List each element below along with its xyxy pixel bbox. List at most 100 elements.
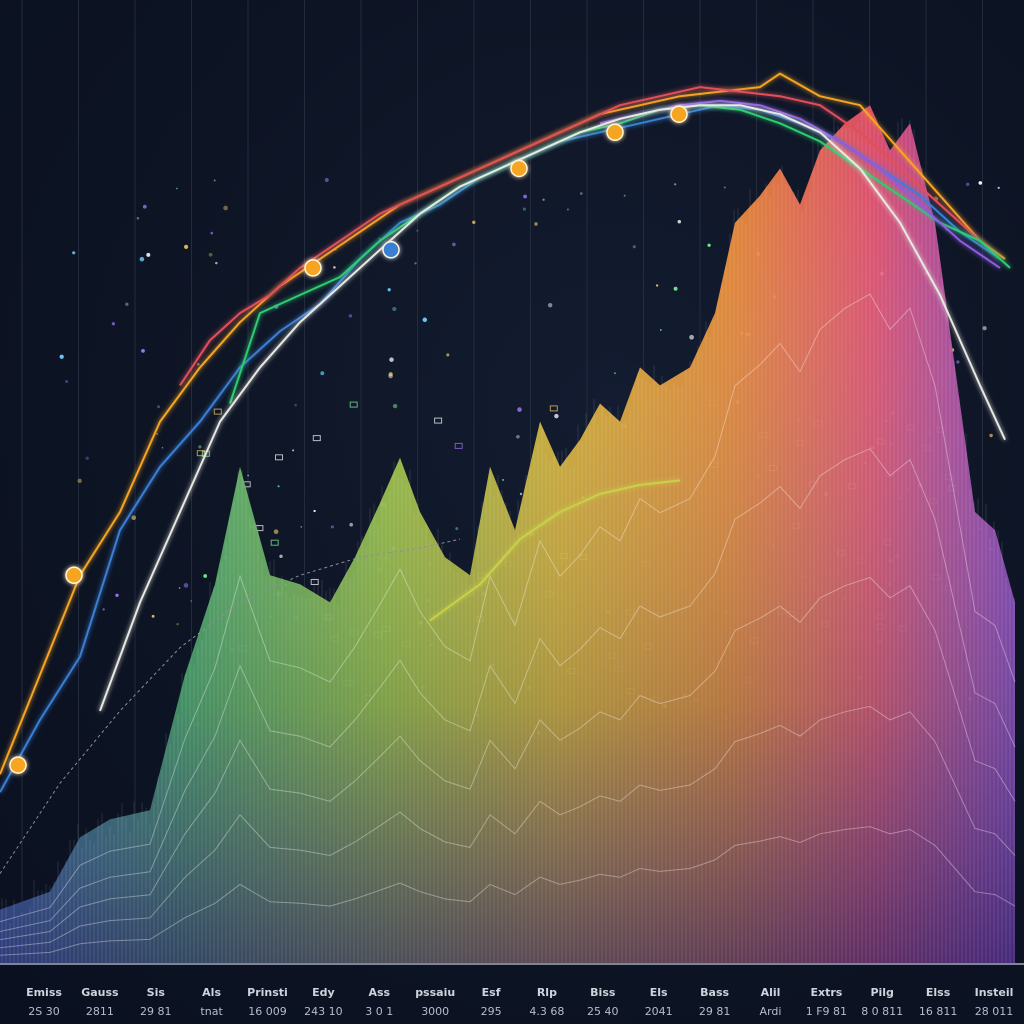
data-marker — [670, 105, 688, 123]
data-marker — [510, 159, 528, 178]
sparkle-point — [85, 456, 89, 460]
series-line — [179, 86, 1001, 386]
sparkle-point — [434, 417, 443, 424]
sparkle-point — [542, 198, 545, 201]
sparkle-point — [146, 252, 151, 257]
x-tick-label: Emiss — [26, 986, 62, 999]
x-tick-label: Biss — [590, 986, 616, 999]
x-tick-label: 3 0 1 — [365, 1005, 393, 1018]
markers — [9, 105, 688, 774]
x-tick-label: 16 009 — [248, 1005, 287, 1018]
sparkle-point — [176, 187, 178, 190]
x-tick-label: 25 40 — [587, 1005, 619, 1018]
x-tick-label: 2S 30 — [28, 1005, 59, 1018]
x-tick-label: 8 0 811 — [861, 1005, 903, 1018]
sparkle-point — [223, 205, 228, 211]
x-tick-label: Ass — [368, 986, 390, 999]
x-tick-label: Esf — [482, 986, 501, 999]
sparkle-point — [673, 286, 678, 291]
sparkle-point — [579, 192, 583, 195]
sparkle-point — [156, 432, 158, 435]
sparkle-point — [77, 478, 82, 483]
sparkle-point — [472, 220, 476, 224]
x-tick-label: Pilg — [870, 986, 893, 999]
sparkle-point — [452, 242, 456, 247]
data-marker — [606, 123, 624, 142]
sparkle-point — [389, 357, 394, 362]
sparkle-point — [982, 326, 987, 331]
sparkle-point — [198, 445, 202, 449]
x-tick-label: Sis — [147, 986, 166, 999]
area-contour — [0, 293, 1016, 923]
sparkle-point — [674, 183, 677, 186]
sparkle-point — [978, 181, 983, 185]
area-contour — [0, 826, 1016, 956]
sparkle-point — [623, 194, 626, 197]
sparkle-point — [516, 435, 520, 439]
x-tick-label: 28 011 — [975, 1005, 1014, 1018]
sparkle-point — [422, 317, 428, 323]
x-tick-label: Insteil — [975, 986, 1014, 999]
sparkle-point — [312, 435, 321, 442]
sparkle-point — [414, 262, 417, 265]
area-fade — [0, 105, 1015, 964]
data-marker — [382, 241, 400, 259]
area-contour — [0, 705, 1016, 949]
sparkle-point — [416, 229, 419, 232]
sparkle-point — [213, 179, 216, 182]
sparkle-point — [142, 204, 147, 209]
sparkle-point — [523, 194, 528, 199]
x-tick-label: Alil — [761, 986, 781, 999]
x-tick-label: 4.3 68 — [529, 1005, 564, 1018]
x-tick-label: Elss — [926, 986, 951, 999]
data-marker — [65, 566, 83, 585]
sparkle-point — [659, 329, 662, 331]
area-series — [0, 105, 1016, 964]
sparkle-point — [208, 252, 213, 257]
x-tick-label: 2041 — [645, 1005, 673, 1018]
x-tick-label: Extrs — [810, 986, 842, 999]
sparkle-point — [184, 244, 189, 249]
sparkle-point — [136, 217, 140, 220]
sparkle-point — [519, 492, 523, 496]
sparkle-point — [277, 485, 280, 488]
sparkle-point — [677, 219, 682, 224]
sparkle-point — [273, 529, 279, 535]
sparkle-point — [446, 353, 450, 357]
sparkle-point — [294, 403, 297, 407]
sparkle-point — [196, 450, 205, 457]
sparkle-point — [378, 237, 381, 240]
sparkle-point — [534, 222, 538, 226]
sparkle-point — [310, 579, 319, 585]
sparkle-point — [349, 522, 354, 527]
sparkle-point — [997, 186, 1000, 190]
x-tick-label: pssaiu — [415, 986, 455, 999]
sparkle-point — [275, 454, 283, 461]
sparkle-point — [178, 587, 181, 589]
sparkle-point — [956, 360, 960, 364]
sparkle-point — [349, 401, 358, 408]
sparkle-point — [72, 251, 76, 255]
sparkle-point — [454, 442, 463, 449]
x-tick-label: 243 10 — [304, 1005, 343, 1018]
sparkle-point — [613, 372, 616, 375]
x-tick-label: 16 811 — [919, 1005, 958, 1018]
x-tick-label: Ardi — [760, 1005, 782, 1018]
x-tick-label: tnat — [200, 1005, 223, 1018]
sparkle-point — [392, 306, 397, 312]
sparkle-point — [324, 178, 329, 182]
sparkle-point — [176, 622, 179, 626]
sparkle-point — [213, 408, 222, 415]
sparkle-point — [292, 449, 295, 452]
x-tick-label: Els — [650, 986, 668, 999]
x-tick-label: 29 81 — [140, 1005, 172, 1018]
sparkle-point — [115, 593, 119, 597]
sparkle-point — [392, 403, 398, 409]
series-line — [0, 538, 461, 874]
sparkle-point — [989, 433, 993, 438]
sparkle-point — [270, 539, 279, 546]
series-line — [99, 104, 1006, 712]
sparkle-point — [707, 243, 711, 247]
